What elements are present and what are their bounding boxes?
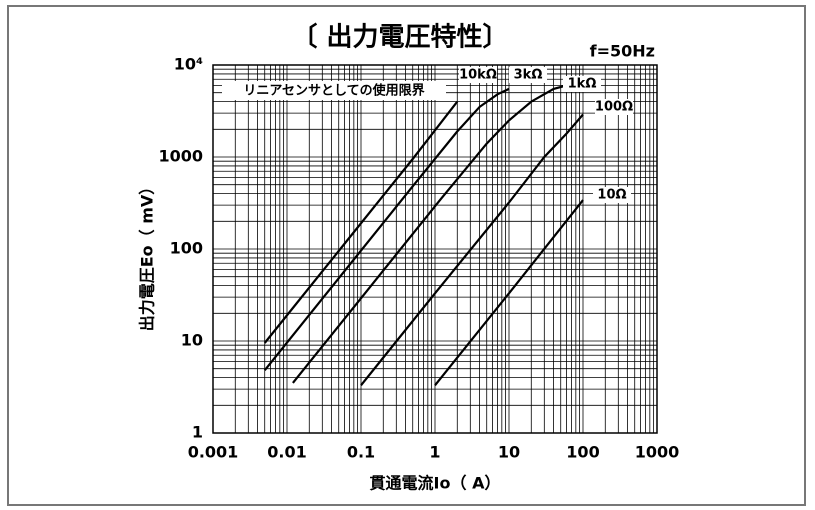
- frame: [7, 5, 806, 506]
- series-line: [434, 199, 584, 386]
- x-tick-label: 0.01: [267, 443, 306, 462]
- x-tick-label: 0.001: [188, 443, 239, 462]
- series-label-bg: [563, 76, 601, 92]
- y-tick-label: 10: [181, 331, 203, 350]
- series-label: 10Ω: [597, 188, 626, 203]
- y-tick-label: 1000: [158, 147, 203, 166]
- series-label-bg: [595, 99, 633, 115]
- subtitle: f=50Hz: [590, 42, 655, 61]
- series-label: 1kΩ: [568, 77, 597, 92]
- x-tick-label: 1: [429, 443, 440, 462]
- x-tick-label: 100: [566, 443, 599, 462]
- series-line: [263, 87, 510, 371]
- y-tick-label: 1: [192, 423, 203, 442]
- x-tick-label: 0.1: [347, 443, 375, 462]
- x-tick-label: 1000: [635, 443, 680, 462]
- series-label-bg: [593, 187, 631, 203]
- series-line: [360, 113, 584, 386]
- y-tick-label: 10⁴: [174, 55, 203, 74]
- series-line: [263, 100, 459, 344]
- y-tick-label: 100: [170, 239, 203, 258]
- annotation: リニアセンサとしての使用限界: [243, 83, 424, 99]
- x-axis-label: 貫通電流Io（ A）: [370, 474, 501, 493]
- series-label-bg: [509, 67, 547, 83]
- series-label: 3kΩ: [514, 68, 543, 83]
- annotation-bg: [222, 81, 446, 100]
- series-line: [292, 84, 567, 384]
- y-axis-label: 出力電圧Eo（ mV）: [138, 179, 157, 332]
- series-label: 100Ω: [595, 100, 633, 115]
- x-tick-label: 10: [498, 443, 520, 462]
- chart-title: 〔 出力電圧特性〕: [291, 22, 508, 53]
- series-label-bg: [459, 67, 497, 83]
- series-label: 10kΩ: [459, 68, 497, 83]
